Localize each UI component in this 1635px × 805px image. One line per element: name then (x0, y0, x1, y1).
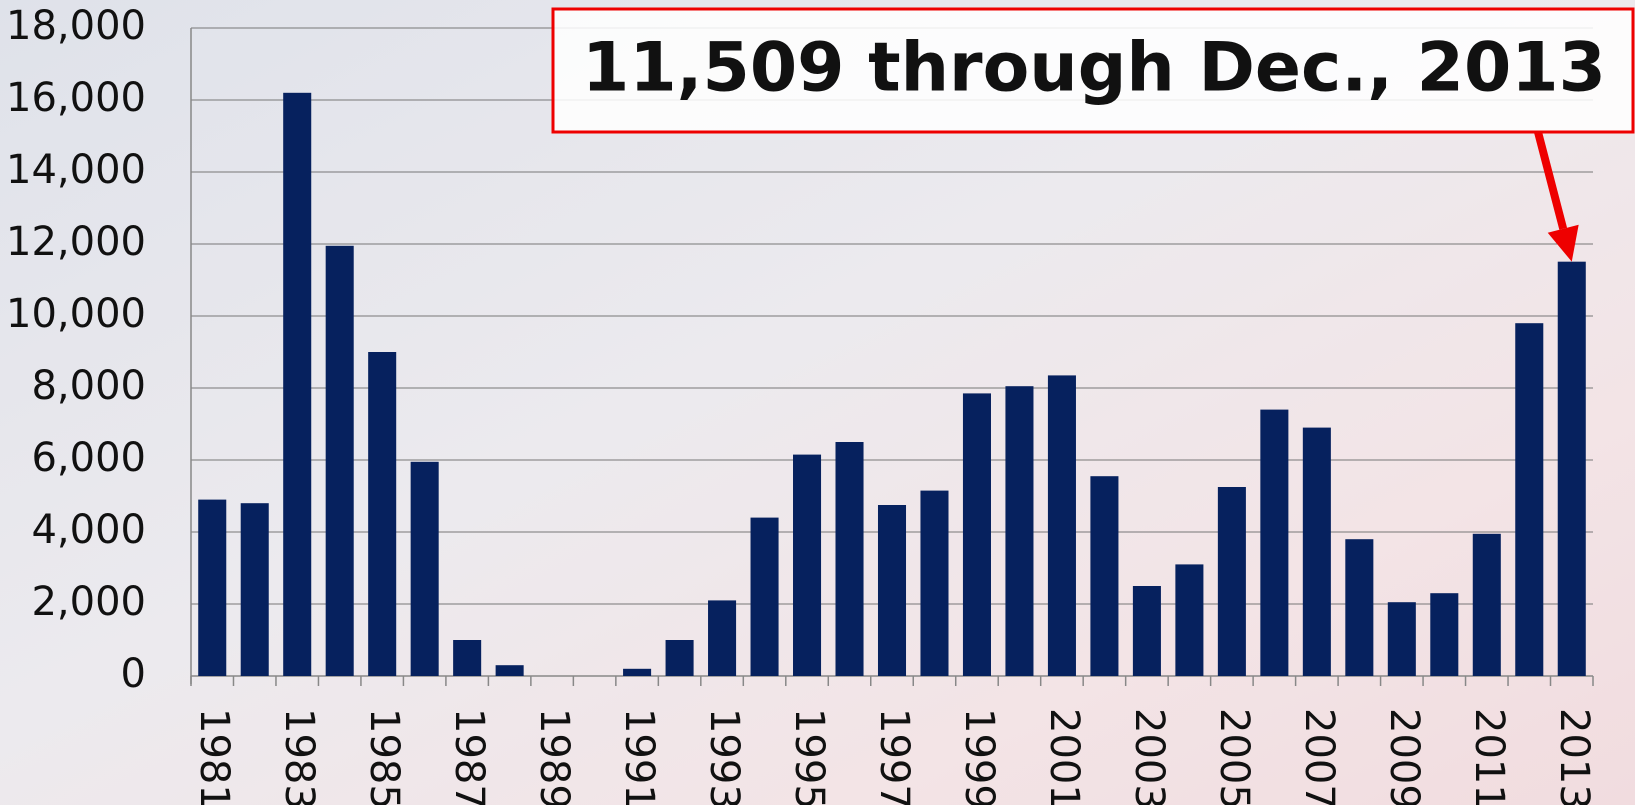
chart: 0 2,000 4,000 6,000 8,000 10,000 12,000 14,000 1… (0, 0, 1635, 805)
y-tick-label: 4,000 (31, 507, 146, 553)
bar (666, 640, 694, 676)
bar (878, 505, 906, 676)
x-tick-label: 1995 (786, 708, 832, 805)
y-tick-label: 0 (121, 651, 146, 697)
x-tick-label: 2005 (1211, 708, 1257, 805)
bar (326, 246, 354, 676)
bar (623, 669, 651, 676)
bar (368, 352, 396, 676)
bar (1005, 386, 1033, 676)
x-tick-label: 1985 (361, 708, 407, 805)
x-tick-label: 1981 (191, 708, 237, 805)
bar (1558, 262, 1586, 676)
bar (1133, 586, 1161, 676)
bar (835, 442, 863, 676)
x-tick-label: 2001 (1041, 708, 1087, 805)
x-tick-label: 1997 (871, 708, 917, 805)
x-tick-label: 2007 (1296, 708, 1342, 805)
annotation: 11,509 through Dec., 2013 (582, 29, 1606, 108)
bar (1303, 428, 1331, 676)
bar (1388, 602, 1416, 676)
bar (793, 455, 821, 676)
bar (411, 462, 439, 676)
y-tick-label: 12,000 (6, 219, 146, 265)
x-tick-label: 1983 (276, 708, 322, 805)
bar (963, 393, 991, 676)
y-tick-label: 16,000 (6, 75, 146, 121)
x-tick-label: 1987 (446, 708, 492, 805)
bar (1048, 375, 1076, 676)
x-tick-label: 2009 (1381, 708, 1427, 805)
y-tick-label: 18,000 (6, 3, 146, 49)
bar (920, 491, 948, 676)
bar (241, 503, 269, 676)
y-tick-label: 8,000 (31, 363, 146, 409)
y-tick-label: 14,000 (6, 147, 146, 193)
y-tick-label: 6,000 (31, 435, 146, 481)
x-tick-label: 2013 (1551, 708, 1597, 805)
bar (283, 93, 311, 676)
y-tick-label: 10,000 (6, 291, 146, 337)
x-tick-label: 1993 (701, 708, 747, 805)
bar (1260, 410, 1288, 676)
x-tick-label: 1999 (956, 708, 1002, 805)
y-tick-label: 2,000 (31, 579, 146, 625)
bar (496, 665, 524, 676)
bar (751, 518, 779, 676)
x-tick-label: 1989 (531, 708, 577, 805)
x-tick-label: 2011 (1466, 708, 1512, 805)
bar (453, 640, 481, 676)
bar (1090, 476, 1118, 676)
bar (1473, 534, 1501, 676)
x-tick-label: 1991 (616, 708, 662, 805)
bar (1175, 564, 1203, 676)
bar (1218, 487, 1246, 676)
bar (1515, 323, 1543, 676)
x-tick-label: 2003 (1126, 708, 1172, 805)
bar (1345, 539, 1373, 676)
bar (708, 600, 736, 676)
bar (198, 500, 226, 676)
bar (1430, 593, 1458, 676)
